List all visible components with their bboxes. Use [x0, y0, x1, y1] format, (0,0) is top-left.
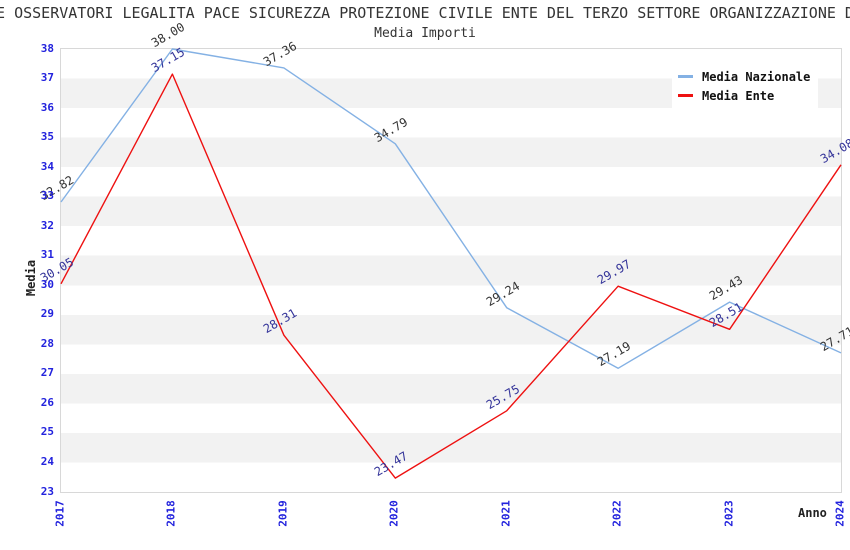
- series-lines: [60, 48, 842, 479]
- y-axis-title: Media: [24, 259, 38, 297]
- x-tick-label: 2022: [610, 500, 624, 527]
- y-tick-label: 32: [40, 218, 54, 232]
- y-tick-label: 29: [40, 307, 54, 321]
- y-tick-label: 24: [40, 454, 54, 468]
- line-media-ente: [60, 73, 842, 479]
- y-tick-label: 26: [40, 395, 54, 409]
- x-tick-label: 2018: [164, 500, 178, 527]
- legend: Media Nazionale Media Ente: [672, 62, 818, 110]
- y-tick-label: 27: [40, 366, 54, 380]
- y-tick-label: 33: [40, 189, 54, 203]
- x-tick-label: 2023: [722, 500, 736, 527]
- x-axis-title: Anno: [798, 506, 827, 520]
- y-tick-label: 37: [40, 71, 54, 85]
- data-point-label: 38.00: [149, 19, 188, 51]
- y-tick-label: 31: [40, 248, 54, 262]
- legend-swatch-media-nazionale: [678, 75, 693, 78]
- x-tick-label: 2020: [387, 500, 401, 527]
- legend-label: Media Ente: [702, 88, 775, 103]
- y-tick-label: 28: [40, 336, 54, 350]
- x-tick-label: 2019: [276, 500, 290, 527]
- y-tick-label: 36: [40, 100, 54, 114]
- chart-subtitle: Media Importi: [374, 26, 476, 41]
- legend-item-media-nazionale: Media Nazionale: [678, 67, 818, 86]
- y-tick-label: 30: [40, 277, 54, 291]
- y-tick-label: 25: [40, 425, 54, 439]
- y-tick-label: 38: [40, 41, 54, 55]
- x-tick-label: 2021: [499, 500, 513, 527]
- chart-title: E OSSERVATORI LEGALITA PACE SICUREZZA PR…: [0, 4, 850, 22]
- legend-item-media-ente: Media Ente: [678, 86, 818, 105]
- legend-label: Media Nazionale: [702, 69, 811, 84]
- x-tick-label: 2024: [833, 500, 847, 527]
- y-tick-label: 23: [40, 484, 54, 498]
- x-tick-label: 2017: [53, 500, 67, 527]
- plot-area: 32.82 38.00 37.36 34.79 29.24 27.19 29.43 27.71…: [38, 20, 850, 493]
- y-tick-label: 34: [40, 159, 54, 173]
- line-media-nazionale: [60, 48, 842, 369]
- y-tick-label: 35: [40, 130, 54, 144]
- legend-swatch-media-ente: [678, 94, 693, 97]
